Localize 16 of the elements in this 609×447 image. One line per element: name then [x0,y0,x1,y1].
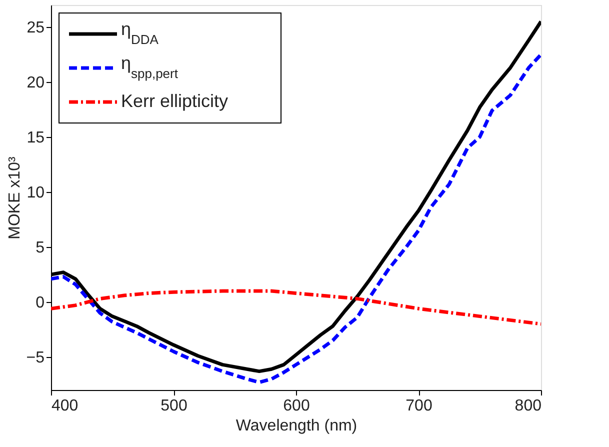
x-tick-label: 500 [160,398,188,414]
y-tick-label: 15 [26,130,45,146]
y-tick-label: 10 [26,184,45,202]
legend-label: Kerr ellipticity [121,91,228,111]
y-tick-label: −5 [26,350,45,366]
x-tick-label: 600 [283,398,310,414]
y-tick-label: 5 [36,240,45,256]
x-tick-label: 400 [52,398,78,414]
x-axis-title: Wavelength (nm) [236,418,358,434]
x-tick-label: 700 [406,398,432,414]
y-tick-label: 0 [36,294,45,312]
y-tick-label: 20 [26,74,45,92]
line-series [51,289,541,326]
y-axis-title: MOKE x10³ [6,156,24,240]
y-tick-label: 25 [26,20,45,36]
x-tick-label: 800 [514,398,542,414]
